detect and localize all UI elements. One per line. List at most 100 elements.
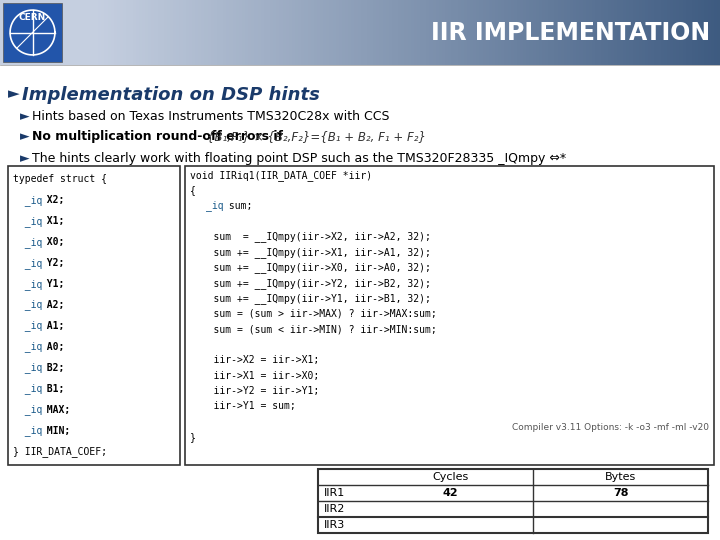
Bar <box>364 0 368 65</box>
Text: X1;: X1; <box>35 217 64 226</box>
Bar <box>470 0 474 65</box>
Bar <box>192 0 196 65</box>
Bar <box>195 0 199 65</box>
Bar <box>163 0 168 65</box>
Bar <box>711 0 715 65</box>
Bar <box>467 0 471 65</box>
Bar <box>114 0 118 65</box>
Bar <box>226 0 230 65</box>
Text: sum  = __IQmpy(iir->X2, iir->A2, 32);: sum = __IQmpy(iir->X2, iir->A2, 32); <box>190 232 431 242</box>
Bar <box>230 0 233 65</box>
Bar <box>333 0 337 65</box>
Bar <box>595 0 599 65</box>
Text: ►: ► <box>20 110 30 123</box>
Text: IIR2: IIR2 <box>324 504 346 514</box>
Bar <box>320 0 324 65</box>
Bar <box>158 0 161 65</box>
Text: sum;: sum; <box>223 201 253 211</box>
Bar <box>170 0 174 65</box>
Bar <box>683 0 687 65</box>
Bar <box>632 0 636 65</box>
Text: sum += __IQmpy(iir->X0, iir->A0, 32);: sum += __IQmpy(iir->X0, iir->A0, 32); <box>190 262 431 273</box>
Bar <box>461 0 464 65</box>
Bar <box>379 0 384 65</box>
Bar <box>714 0 718 65</box>
Bar <box>489 0 493 65</box>
Bar <box>186 0 190 65</box>
Bar <box>676 0 680 65</box>
Bar <box>261 0 265 65</box>
Bar <box>398 0 402 65</box>
Bar <box>348 0 352 65</box>
Text: A0;: A0; <box>35 342 64 352</box>
Text: } IIR_DATA_COEF;: } IIR_DATA_COEF; <box>13 446 107 457</box>
Text: CERN: CERN <box>19 14 46 22</box>
Bar <box>673 0 678 65</box>
Bar <box>667 0 671 65</box>
Bar <box>211 0 215 65</box>
Bar <box>576 0 580 65</box>
Bar <box>480 0 484 65</box>
Text: ►: ► <box>20 152 30 165</box>
Bar <box>382 0 387 65</box>
Bar <box>642 0 646 65</box>
Bar <box>701 0 706 65</box>
Bar <box>517 0 521 65</box>
Bar <box>629 0 634 65</box>
Bar <box>251 0 256 65</box>
Text: iir->Y2 = iir->Y1;: iir->Y2 = iir->Y1; <box>190 386 319 396</box>
Bar <box>310 0 315 65</box>
Bar <box>220 0 224 65</box>
Bar <box>245 0 249 65</box>
Bar <box>661 0 665 65</box>
Text: iir->Y1 = sum;: iir->Y1 = sum; <box>190 401 296 411</box>
Text: {B₁,F₁} × {B₂,F₂}={B₁ + B₂, F₁ + F₂}: {B₁,F₁} × {B₂,F₂}={B₁ + B₂, F₁ + F₂} <box>207 130 426 143</box>
Bar <box>132 0 137 65</box>
Text: Y1;: Y1; <box>35 279 64 289</box>
Bar <box>270 0 274 65</box>
Bar <box>135 0 140 65</box>
Bar <box>342 0 346 65</box>
Text: B1;: B1; <box>35 384 64 394</box>
Bar <box>273 0 277 65</box>
Bar <box>501 0 505 65</box>
Text: sum = (sum > iir->MAX) ? iir->MAX:sum;: sum = (sum > iir->MAX) ? iir->MAX:sum; <box>190 309 437 319</box>
Bar <box>392 0 396 65</box>
Bar <box>345 0 349 65</box>
Bar <box>3 3 62 62</box>
Bar <box>426 0 431 65</box>
Text: ►: ► <box>20 130 30 143</box>
Bar <box>204 0 209 65</box>
Bar <box>520 0 524 65</box>
Bar <box>185 166 714 465</box>
Text: _iq: _iq <box>13 341 42 352</box>
Bar <box>182 0 186 65</box>
Bar <box>298 0 302 65</box>
Bar <box>433 0 436 65</box>
Bar <box>217 0 221 65</box>
Bar <box>664 0 668 65</box>
Text: _iq: _iq <box>13 258 42 268</box>
Bar <box>167 0 171 65</box>
Bar <box>492 0 496 65</box>
Bar <box>202 0 205 65</box>
Text: iir->X1 = iir->X0;: iir->X1 = iir->X0; <box>190 370 319 381</box>
Bar <box>0 0 95 65</box>
Text: X0;: X0; <box>35 237 64 247</box>
Text: IIR3: IIR3 <box>324 520 346 530</box>
Bar <box>233 0 237 65</box>
Bar <box>476 0 480 65</box>
Bar <box>548 0 552 65</box>
Bar <box>8 166 180 465</box>
Bar <box>207 0 212 65</box>
Bar <box>354 0 359 65</box>
Bar <box>351 0 356 65</box>
Bar <box>536 0 540 65</box>
Bar <box>95 0 99 65</box>
Bar <box>438 0 443 65</box>
Text: _iq: _iq <box>13 404 42 415</box>
Bar <box>142 0 146 65</box>
Bar <box>389 0 393 65</box>
Bar <box>580 0 583 65</box>
Bar <box>279 0 284 65</box>
